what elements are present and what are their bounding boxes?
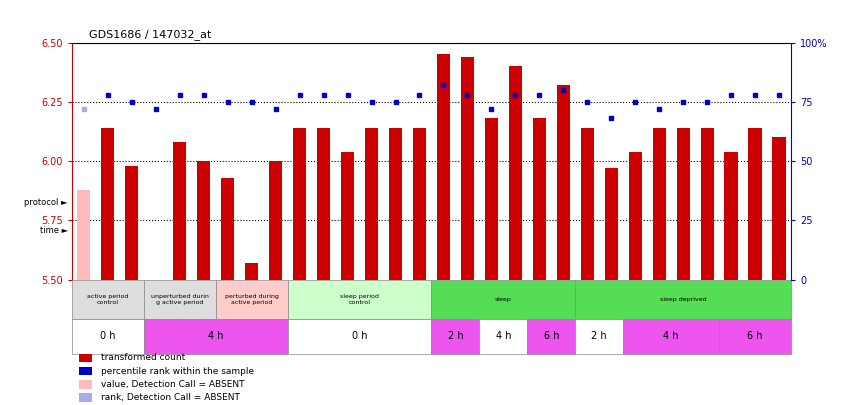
Bar xyxy=(461,57,474,280)
Text: 6 h: 6 h xyxy=(544,331,559,341)
Text: 4 h: 4 h xyxy=(208,331,223,341)
Bar xyxy=(173,142,186,280)
Text: value, Detection Call = ABSENT: value, Detection Call = ABSENT xyxy=(101,380,244,389)
Bar xyxy=(772,137,786,280)
Text: rank, Detection Call = ABSENT: rank, Detection Call = ABSENT xyxy=(101,393,239,402)
Text: sleep deprived: sleep deprived xyxy=(660,297,706,302)
Bar xyxy=(527,319,575,354)
Bar xyxy=(580,128,594,280)
Text: protocol ►: protocol ► xyxy=(25,198,68,207)
Text: sleep period
control: sleep period control xyxy=(340,294,379,305)
Bar xyxy=(557,85,570,280)
Bar xyxy=(719,319,791,354)
Bar xyxy=(431,319,480,354)
Bar xyxy=(624,319,719,354)
Bar xyxy=(652,128,666,280)
Text: active period
control: active period control xyxy=(87,294,129,305)
Bar xyxy=(341,151,354,280)
Bar xyxy=(144,280,216,319)
Text: 2 h: 2 h xyxy=(448,331,464,341)
Text: 0 h: 0 h xyxy=(352,331,367,341)
Bar xyxy=(102,128,114,280)
Text: unperturbed durin
g active period: unperturbed durin g active period xyxy=(151,294,209,305)
Bar xyxy=(72,280,144,319)
Bar xyxy=(485,118,498,280)
Bar xyxy=(749,128,761,280)
Bar xyxy=(700,128,714,280)
Text: 6 h: 6 h xyxy=(747,331,763,341)
Text: 4 h: 4 h xyxy=(496,331,511,341)
Text: transformed count: transformed count xyxy=(101,353,185,362)
Bar xyxy=(293,128,306,280)
Bar xyxy=(437,54,450,280)
Text: 2 h: 2 h xyxy=(591,331,607,341)
Bar xyxy=(575,280,791,319)
Bar xyxy=(197,161,211,280)
Bar xyxy=(216,280,288,319)
Bar xyxy=(80,393,92,402)
Bar xyxy=(724,151,738,280)
Bar xyxy=(288,319,431,354)
Bar xyxy=(77,190,91,280)
Bar xyxy=(575,319,624,354)
Bar xyxy=(80,354,92,362)
Text: sleep: sleep xyxy=(495,297,512,302)
Bar xyxy=(221,178,234,280)
Text: 4 h: 4 h xyxy=(663,331,678,341)
Bar xyxy=(144,319,288,354)
Bar xyxy=(677,128,689,280)
Text: GDS1686 / 147032_at: GDS1686 / 147032_at xyxy=(89,30,212,40)
Bar xyxy=(72,319,144,354)
Bar xyxy=(80,367,92,375)
Text: 0 h: 0 h xyxy=(100,331,116,341)
Bar xyxy=(389,128,402,280)
Text: perturbed during
active period: perturbed during active period xyxy=(225,294,278,305)
Bar xyxy=(605,168,618,280)
Bar xyxy=(480,319,527,354)
Text: time ►: time ► xyxy=(40,226,68,235)
Bar xyxy=(269,161,283,280)
Bar xyxy=(508,66,522,280)
Bar xyxy=(317,128,330,280)
Bar xyxy=(533,118,546,280)
Bar xyxy=(125,166,139,280)
Bar xyxy=(245,263,258,280)
Bar xyxy=(288,280,431,319)
Bar xyxy=(365,128,378,280)
Bar xyxy=(80,380,92,389)
Text: percentile rank within the sample: percentile rank within the sample xyxy=(101,367,254,375)
Bar xyxy=(413,128,426,280)
Bar xyxy=(629,151,642,280)
Bar xyxy=(431,280,575,319)
